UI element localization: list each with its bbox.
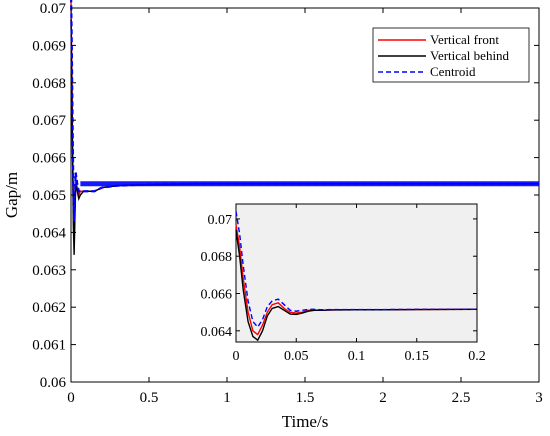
inset-y-tick-label: 0.068 [201, 250, 233, 265]
y-tick-label: 0.064 [32, 225, 66, 241]
y-tick-label: 0.068 [32, 76, 66, 92]
inset-tick-group: 0 0.05 0.1 0.15 0.2 0.064 0.066 0.068 0.07 [201, 204, 486, 364]
y-axis-title: Gap/m [2, 172, 21, 218]
main-series-group [70, 0, 539, 255]
inset-x-tick-label: 0 [233, 349, 240, 364]
inset-y-tick-label: 0.07 [208, 213, 233, 228]
y-tick-label: 0.067 [32, 113, 66, 129]
x-tick-label: 2 [379, 390, 387, 406]
y-tick-label: 0.069 [32, 38, 66, 54]
y-tick-label: 0.06 [40, 375, 67, 391]
inset-y-tick-label: 0.066 [201, 288, 233, 303]
inset-x-tick-label: 0.05 [284, 349, 309, 364]
legend-label: Vertical front [430, 32, 499, 47]
legend-box [372, 27, 530, 83]
inset-x-tick-label: 0.15 [405, 349, 430, 364]
y-tick-label: 0.061 [32, 338, 66, 354]
y-tick-label: 0.066 [32, 151, 66, 167]
inset-series-line-centroid [235, 211, 477, 329]
x-tick-label: 3 [535, 390, 543, 406]
inset-x-tick-label: 0.1 [348, 349, 366, 364]
x-tick-label: 0 [67, 390, 75, 406]
x-tick-label: 0.5 [140, 390, 159, 406]
y-tick-label: 0.063 [32, 263, 66, 279]
x-tick-label: 1.5 [296, 390, 315, 406]
inset-plot-frame [235, 203, 478, 343]
inset-x-tick-label: 0.2 [468, 349, 486, 364]
y-tick-label: 0.062 [32, 300, 66, 316]
main-tick-group: 0 0.5 1 1.5 2 2.5 3 0.06 0.061 0.062 0.063 0.064 0.0… [32, 1, 543, 406]
inset-y-tick-label: 0.064 [201, 325, 233, 340]
inset-plot: 0 0.05 0.1 0.15 0.2 0.064 0.066 0.068 0.07 [201, 203, 486, 364]
x-axis-title: Time/s [282, 412, 329, 431]
inset-series-group [235, 211, 478, 342]
y-tick-label: 0.07 [40, 1, 67, 17]
legend-label: Vertical behind [430, 48, 510, 63]
y-tick-label: 0.065 [32, 188, 66, 204]
legend-label: Centroid [430, 64, 476, 79]
x-tick-label: 2.5 [452, 390, 471, 406]
x-tick-label: 1 [223, 390, 231, 406]
